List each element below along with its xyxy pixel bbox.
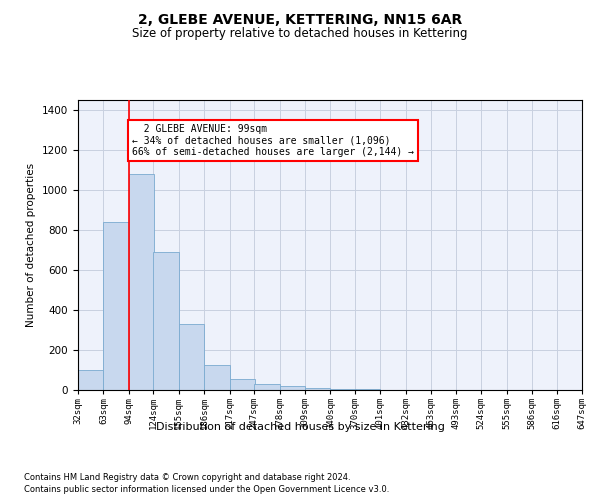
- Bar: [230, 379, 255, 390]
- Bar: [154, 252, 179, 390]
- Bar: [254, 384, 280, 390]
- Bar: [103, 222, 129, 390]
- Y-axis label: Number of detached properties: Number of detached properties: [26, 163, 37, 327]
- Bar: [331, 389, 356, 390]
- Text: Size of property relative to detached houses in Kettering: Size of property relative to detached ho…: [132, 28, 468, 40]
- Bar: [78, 370, 103, 390]
- Text: 2, GLEBE AVENUE, KETTERING, NN15 6AR: 2, GLEBE AVENUE, KETTERING, NN15 6AR: [138, 12, 462, 26]
- Text: Distribution of detached houses by size in Kettering: Distribution of detached houses by size …: [155, 422, 445, 432]
- Bar: [129, 174, 154, 390]
- Bar: [305, 388, 331, 390]
- Bar: [179, 324, 204, 390]
- Text: Contains HM Land Registry data © Crown copyright and database right 2024.: Contains HM Land Registry data © Crown c…: [24, 472, 350, 482]
- Bar: [280, 386, 305, 390]
- Bar: [204, 365, 230, 390]
- Text: Contains public sector information licensed under the Open Government Licence v3: Contains public sector information licen…: [24, 485, 389, 494]
- Text: 2 GLEBE AVENUE: 99sqm
← 34% of detached houses are smaller (1,096)
66% of semi-d: 2 GLEBE AVENUE: 99sqm ← 34% of detached …: [132, 124, 414, 157]
